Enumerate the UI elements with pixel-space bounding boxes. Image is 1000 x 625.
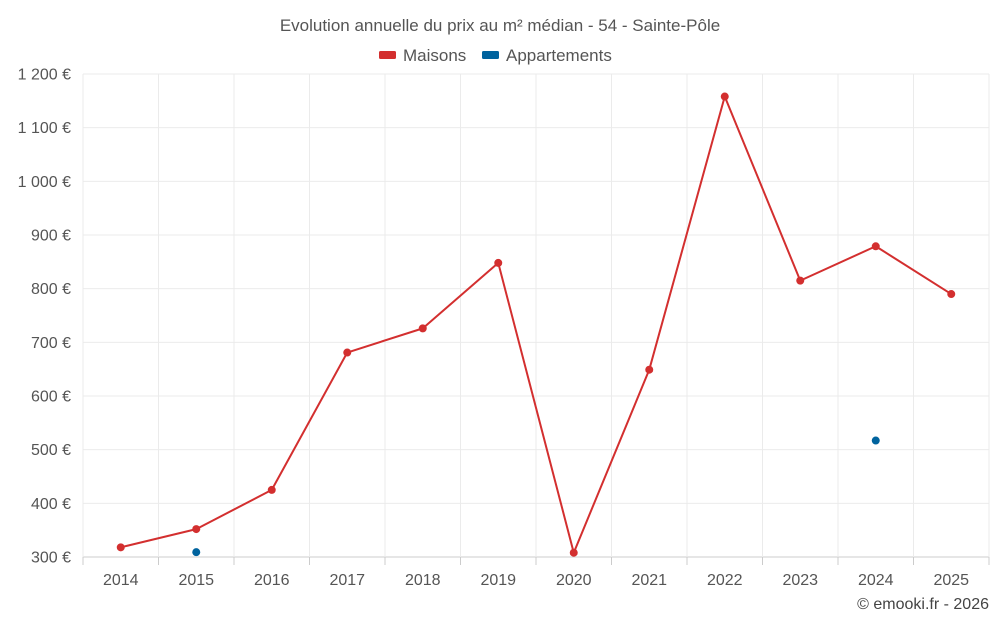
data-point-maisons — [720, 92, 729, 101]
data-point-appartements — [192, 548, 201, 557]
y-tick-label: 700 € — [31, 335, 71, 352]
x-tick-label: 2025 — [933, 572, 969, 589]
credit-text: © emooki.fr - 2026 — [857, 596, 989, 613]
y-axis: 300 € 400 € 500 € 600 € 700 € 800 € 900 € 1 000… — [18, 67, 71, 567]
legend-label-appartements: Appartements — [506, 46, 612, 65]
x-tick-label: 2023 — [782, 572, 818, 589]
legend-label-maisons: Maisons — [403, 46, 466, 65]
chart-title: Evolution annuelle du prix au m² médian … — [280, 16, 720, 35]
data-point-maisons — [796, 276, 805, 285]
y-tick-label: 300 € — [31, 550, 71, 567]
y-tick-label: 1 000 € — [18, 174, 71, 191]
data-point-maisons — [871, 242, 880, 251]
y-tick-label: 1 100 € — [18, 120, 71, 137]
data-point-maisons — [116, 543, 125, 552]
y-tick-label: 1 200 € — [18, 67, 71, 84]
x-axis: 2014 2015 2016 2017 2018 2019 2020 2021 2022 2023… — [82, 557, 990, 589]
grid — [82, 73, 990, 558]
legend-swatch-appartements — [482, 51, 499, 59]
data-point-appartements — [871, 436, 880, 445]
data-point-maisons — [494, 258, 503, 267]
x-tick-label: 2021 — [631, 572, 667, 589]
y-tick-label: 900 € — [31, 228, 71, 245]
series-line-maisons — [120, 95, 952, 554]
data-point-maisons — [192, 525, 201, 534]
data-point-maisons — [947, 290, 956, 299]
data-point-maisons — [343, 348, 352, 357]
data-point-maisons — [267, 485, 276, 494]
x-tick-label: 2018 — [405, 572, 441, 589]
data-point-maisons — [569, 548, 578, 557]
x-tick-label: 2020 — [556, 572, 592, 589]
x-tick-label: 2015 — [178, 572, 214, 589]
y-tick-label: 400 € — [31, 496, 71, 513]
series-layer — [116, 92, 956, 557]
y-tick-label: 500 € — [31, 442, 71, 459]
x-tick-label: 2014 — [103, 572, 139, 589]
y-tick-label: 600 € — [31, 389, 71, 406]
y-tick-label: 800 € — [31, 281, 71, 298]
data-point-maisons — [645, 365, 654, 374]
legend-swatch-maisons — [379, 51, 396, 59]
x-tick-label: 2019 — [480, 572, 516, 589]
legend: Maisons Appartements — [379, 46, 612, 65]
x-tick-label: 2016 — [254, 572, 290, 589]
x-tick-label: 2022 — [707, 572, 743, 589]
data-point-maisons — [418, 324, 427, 333]
x-tick-label: 2017 — [329, 572, 365, 589]
x-tick-label: 2024 — [858, 572, 894, 589]
